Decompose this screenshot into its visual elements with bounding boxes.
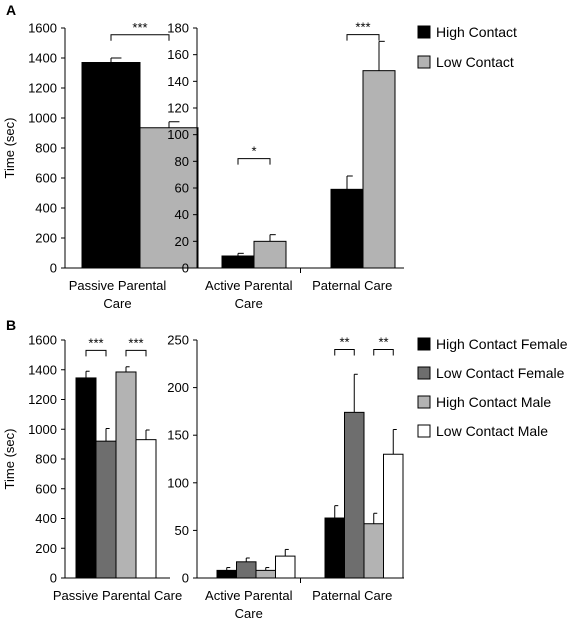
y-tick-label: 140 xyxy=(167,74,189,89)
significance-label: *** xyxy=(355,20,370,35)
significance-label: ** xyxy=(378,335,388,350)
y-tick-label: 40 xyxy=(175,207,189,222)
bar-high-contact-male xyxy=(363,523,384,579)
chart-panel-b-left: 0 200 400 600 800 1000 1200 1400 1600 Time (sec) *… xyxy=(2,333,182,604)
legend-label: Low Contact Female xyxy=(436,365,565,381)
bar-low-contact-female xyxy=(95,440,117,579)
y-tick-label: 1000 xyxy=(28,111,57,126)
y-tick-label: 1000 xyxy=(28,422,57,437)
bar-high-contact-male xyxy=(115,371,137,579)
bar-high-contact-female xyxy=(324,517,345,579)
category-label: Care xyxy=(103,296,131,311)
y-tick-label: 0 xyxy=(182,571,189,586)
legend-label: Low Contact Male xyxy=(436,423,548,439)
significance-bracket xyxy=(334,349,355,356)
bar-high-contact xyxy=(81,62,141,269)
chart-panel-b-right: 0 50 100 150 200 250 ** ** Active Parental Care Pa… xyxy=(167,333,567,622)
y-axis-title: Time (sec) xyxy=(2,429,17,490)
legend-label: High Contact Female xyxy=(436,336,568,352)
bar-low-contact xyxy=(362,70,396,269)
y-tick-label: 50 xyxy=(175,523,189,538)
bar-low-contact-male xyxy=(275,555,296,579)
legend-swatch xyxy=(417,337,431,351)
y-tick-label: 20 xyxy=(175,234,189,249)
significance-label: *** xyxy=(128,335,143,350)
y-tick-label: 200 xyxy=(35,231,57,246)
y-tick-label: 80 xyxy=(175,154,189,169)
bar-low-contact-female xyxy=(344,411,365,579)
y-tick-label: 0 xyxy=(50,571,57,586)
legend-swatch xyxy=(417,366,431,380)
y-tick-label: 1200 xyxy=(28,81,57,96)
legend-swatch xyxy=(417,55,431,69)
y-tick-label: 100 xyxy=(167,127,189,142)
y-tick-label: 1200 xyxy=(28,392,57,407)
legend-swatch xyxy=(417,395,431,409)
bar-low-contact-male xyxy=(135,439,157,579)
significance-bracket xyxy=(346,34,380,41)
legend-label: High Contact xyxy=(436,24,517,40)
y-tick-label: 0 xyxy=(182,261,189,276)
significance-label: ** xyxy=(339,335,349,350)
panel-b-label: B xyxy=(6,317,16,333)
y-tick-label: 200 xyxy=(167,380,189,395)
y-tick-label: 120 xyxy=(167,101,189,116)
bar-low-contact-female xyxy=(236,561,257,579)
y-tick-label: 800 xyxy=(35,452,57,467)
bar-high-contact-male xyxy=(255,569,276,579)
legend-swatch xyxy=(417,424,431,438)
bar-high-contact-female xyxy=(216,569,237,579)
y-axis-title: Time (sec) xyxy=(2,118,17,179)
bar-low-contact-male xyxy=(383,453,404,579)
y-tick-label: 160 xyxy=(167,47,189,62)
y-tick-label: 1400 xyxy=(28,51,57,66)
category-label: Passive Parental xyxy=(69,278,167,293)
y-tick-label: 100 xyxy=(167,475,189,490)
bar-high-contact-female xyxy=(75,377,97,579)
category-label: Care xyxy=(235,296,263,311)
category-label: Active Parental xyxy=(205,278,293,293)
significance-bracket xyxy=(125,349,147,357)
y-tick-label: 400 xyxy=(35,511,57,526)
y-tick-label: 60 xyxy=(175,181,189,196)
significance-bracket xyxy=(373,349,394,356)
significance-bracket xyxy=(110,34,170,41)
significance-label: *** xyxy=(88,335,103,350)
y-tick-label: 600 xyxy=(35,171,57,186)
y-tick-label: 1600 xyxy=(28,333,57,348)
category-label: Passive Parental Care xyxy=(53,588,182,603)
category-label: Paternal Care xyxy=(312,278,392,293)
bar-low-contact xyxy=(253,240,287,269)
category-label: Care xyxy=(235,606,263,621)
y-tick-label: 400 xyxy=(35,201,57,216)
y-tick-label: 180 xyxy=(167,21,189,36)
category-label: Active Parental xyxy=(205,588,293,603)
legend-label: High Contact Male xyxy=(436,394,551,410)
bar-low-contact xyxy=(139,127,199,269)
bar-high-contact xyxy=(330,188,364,269)
y-tick-label: 200 xyxy=(35,541,57,556)
category-label: Paternal Care xyxy=(312,588,392,603)
significance-bracket xyxy=(85,349,107,357)
y-tick-label: 0 xyxy=(50,261,57,276)
bar-high-contact xyxy=(221,255,255,269)
panel-a-label: A xyxy=(6,2,16,18)
y-tick-label: 250 xyxy=(167,333,189,348)
y-tick-label: 1600 xyxy=(28,21,57,36)
legend-label: Low Contact xyxy=(436,54,514,70)
y-tick-label: 150 xyxy=(167,428,189,443)
y-tick-label: 800 xyxy=(35,141,57,156)
y-tick-label: 1400 xyxy=(28,362,57,377)
significance-label: *** xyxy=(132,20,147,35)
y-tick-label: 600 xyxy=(35,481,57,496)
legend-swatch xyxy=(417,25,431,39)
significance-label: * xyxy=(251,144,256,159)
significance-bracket xyxy=(237,158,271,165)
